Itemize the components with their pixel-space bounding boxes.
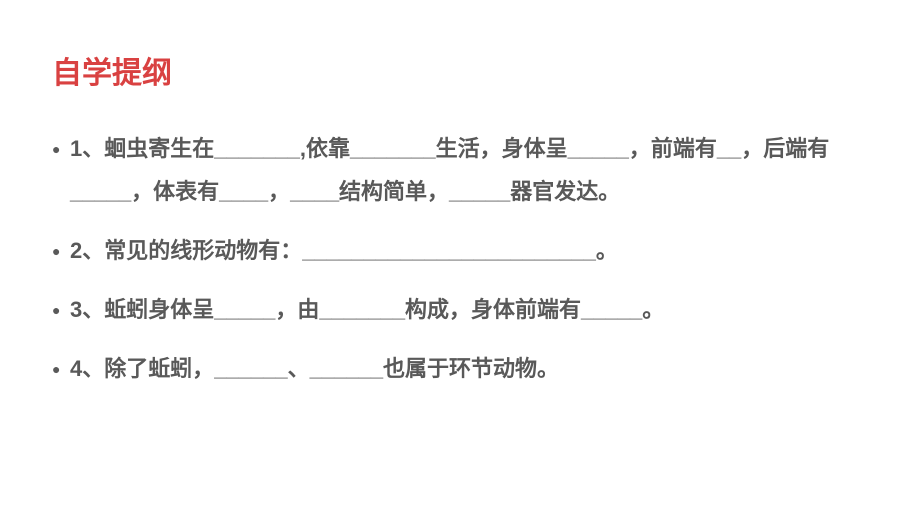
- page-title: 自学提纲: [52, 48, 868, 92]
- outline-list: 1、蛔虫寄生在_______,依靠_______生活，身体呈_____，前端有_…: [52, 128, 868, 390]
- list-item: 1、蛔虫寄生在_______,依靠_______生活，身体呈_____，前端有_…: [52, 128, 868, 214]
- list-item: 4、除了蚯蚓，______、______也属于环节动物。: [52, 348, 868, 391]
- list-item: 3、蚯蚓身体呈_____，由_______构成，身体前端有_____。: [52, 289, 868, 332]
- list-item: 2、常见的线形动物有：________________________。: [52, 230, 868, 273]
